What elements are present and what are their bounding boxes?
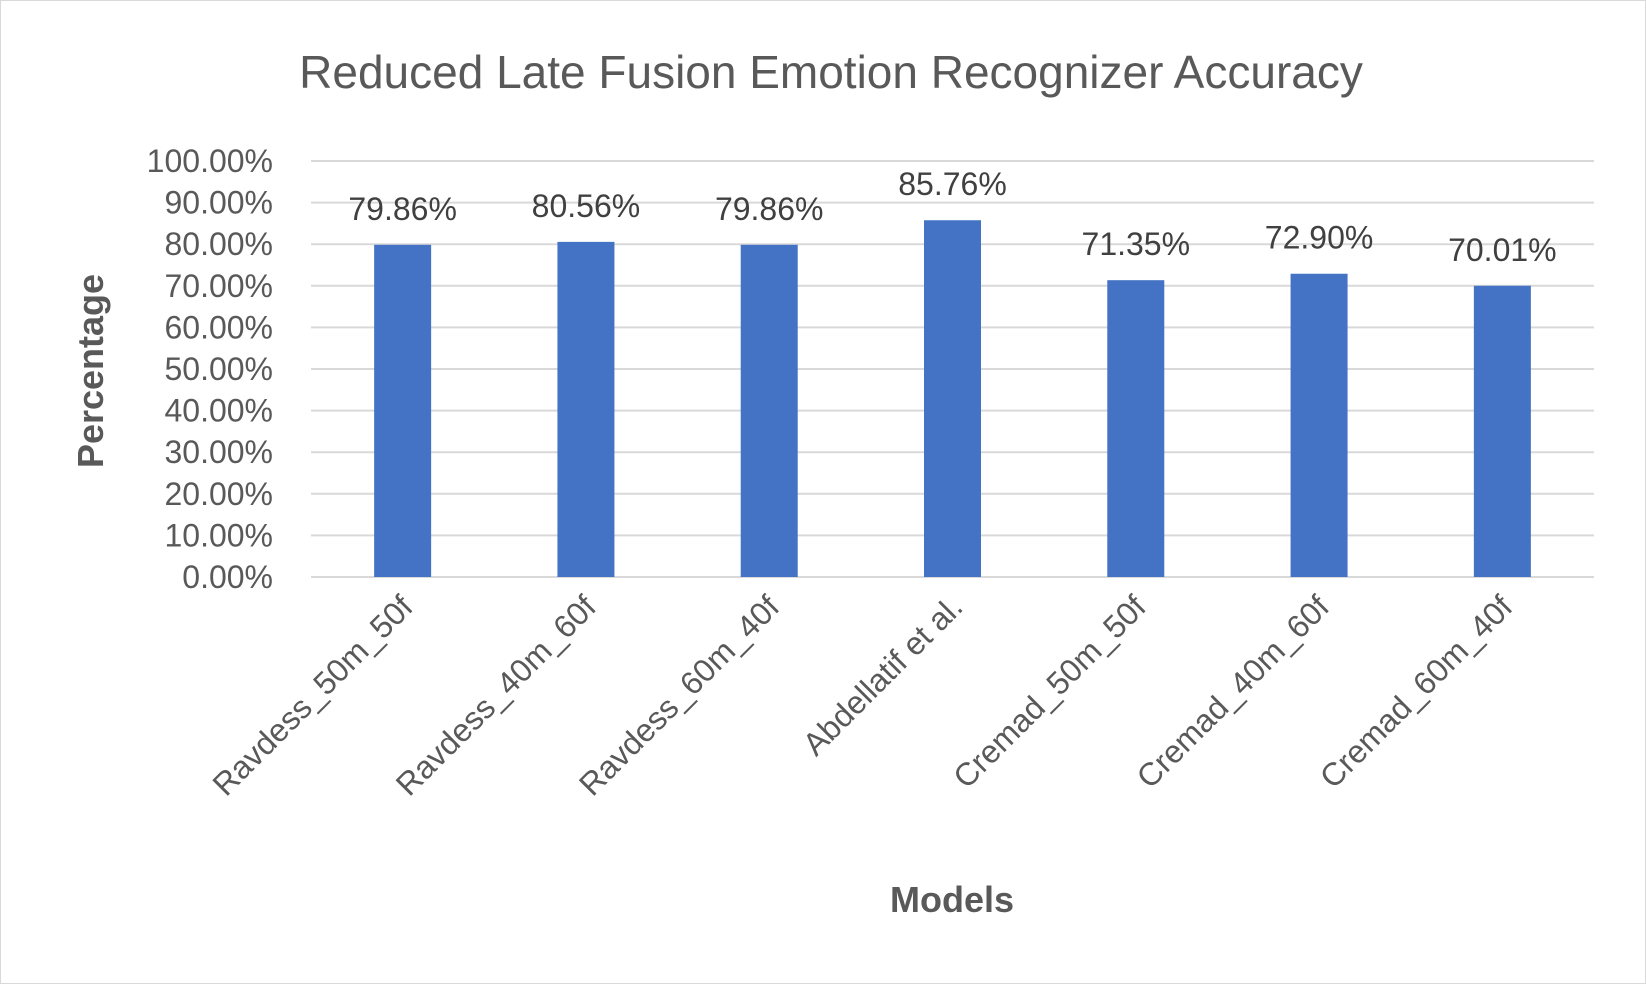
data-label: 79.86% (715, 191, 824, 227)
x-tick-label: Abdellatif et al. (796, 588, 970, 762)
bar (1107, 280, 1165, 577)
data-labels: 79.86% 80.56% 79.86% 85.76% 71.35% 72.90% 70.0… (348, 166, 1556, 268)
y-tick-label: 50.00% (164, 351, 273, 387)
y-tick-label: 40.00% (164, 393, 273, 429)
y-tick-label: 70.00% (164, 268, 273, 304)
x-tick-label: Ravdess_50m_50f (205, 588, 419, 802)
x-axis-ticks: Ravdess_50m_50fRavdess_40m_60fRavdess_60… (205, 588, 1519, 802)
data-label: 79.86% (348, 191, 457, 227)
y-tick-label: 10.00% (164, 517, 273, 553)
x-tick-label: Ravdess_60m_40f (572, 588, 786, 802)
y-axis-ticks: 0.00% 10.00% 20.00% 30.00% 40.00% 50.00% 60.00… (147, 143, 273, 595)
y-tick-label: 80.00% (164, 226, 273, 262)
x-tick-label: Cremad_50m_50f (946, 588, 1153, 795)
y-tick-label: 0.00% (182, 559, 273, 595)
bar (1290, 273, 1348, 577)
y-tick-label: 60.00% (164, 309, 273, 345)
bar (557, 241, 615, 577)
x-tick-label: Cremad_60m_40f (1313, 588, 1520, 795)
x-tick-label: Ravdess_40m_60f (389, 588, 603, 802)
y-tick-label: 90.00% (164, 185, 273, 221)
bar (924, 220, 981, 577)
data-label: 85.76% (898, 166, 1007, 202)
bar (740, 244, 798, 577)
x-tick-label: Cremad_40m_60f (1129, 588, 1336, 795)
data-label: 72.90% (1265, 220, 1374, 256)
data-label: 80.56% (532, 188, 641, 224)
data-label: 71.35% (1082, 226, 1191, 262)
y-axis-title: Percentage (70, 274, 111, 468)
bar (1473, 285, 1531, 577)
y-tick-label: 20.00% (164, 476, 273, 512)
y-tick-label: 30.00% (164, 434, 273, 470)
bar (374, 244, 432, 577)
y-tick-label: 100.00% (147, 143, 273, 179)
data-label: 70.01% (1448, 232, 1557, 268)
chart-title: Reduced Late Fusion Emotion Recognizer A… (299, 46, 1363, 98)
x-axis-title: Models (890, 879, 1014, 920)
bars (374, 220, 1531, 577)
